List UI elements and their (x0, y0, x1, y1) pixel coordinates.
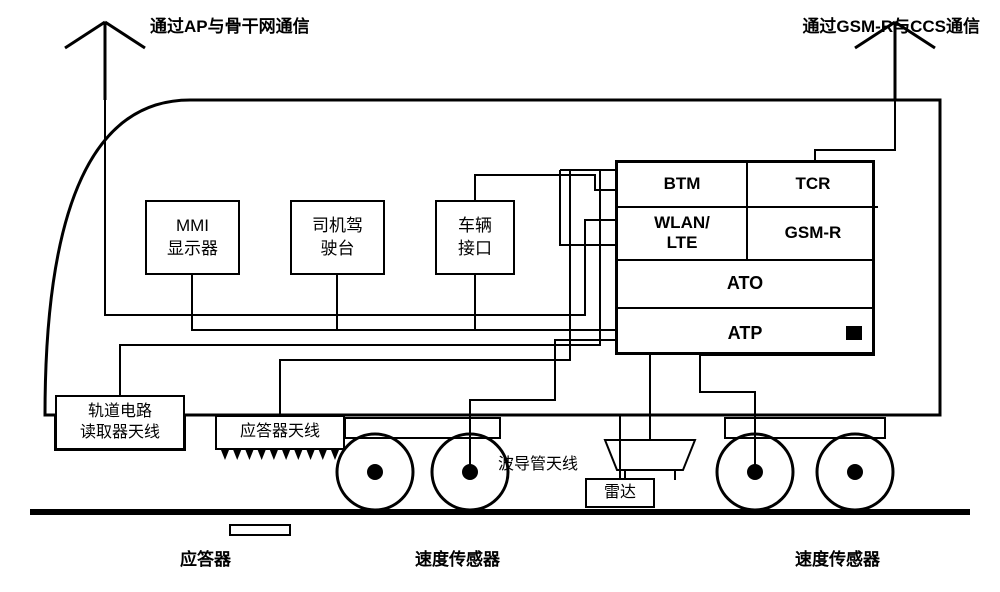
driver-line1: 司机驾 (312, 215, 363, 237)
rack-cell-gsmr: GSM-R (748, 206, 878, 259)
mmi-line1: MMI (176, 215, 209, 237)
rack-cell-atp: ATP (618, 307, 872, 358)
track-reader-line2: 读取器天线 (80, 423, 160, 444)
ground-speed1-label: 速度传感器 (415, 545, 500, 570)
rack-cell-ato: ATO (618, 259, 872, 308)
radar-box: 雷达 (585, 478, 655, 508)
mmi-box: MMI 显示器 (145, 200, 240, 275)
track-reader-line1: 轨道电路 (88, 402, 152, 423)
mmi-line2: 显示器 (167, 238, 218, 260)
vehicle-line2: 接口 (458, 238, 492, 260)
waveguide-label: 波导管天线 (498, 450, 578, 474)
track-reader-box: 轨道电路 读取器天线 (55, 395, 185, 450)
atp-marker (846, 326, 862, 340)
vehicle-line1: 车辆 (458, 215, 492, 237)
equipment-rack: BTMTCRWLAN/ LTEGSM-RATOATP (615, 160, 875, 355)
rack-cell-wlanlte: WLAN/ LTE (618, 206, 748, 259)
driver-box: 司机驾 驶台 (290, 200, 385, 275)
driver-line2: 驶台 (321, 238, 355, 260)
rack-cell-btm: BTM (618, 163, 748, 206)
ground-transponder-label: 应答器 (180, 545, 231, 570)
rack-cell-tcr: TCR (748, 163, 878, 206)
ground-speed2-label: 速度传感器 (795, 545, 880, 570)
diagram-canvas: 通过AP与骨干网通信 通过GSM-R与CCS通信 MMI 显示器 司机驾 驶台 … (0, 0, 1000, 592)
vehicle-box: 车辆 接口 (435, 200, 515, 275)
transponder-antenna-text: 应答器天线 (240, 422, 320, 443)
transponder-antenna-box: 应答器天线 (215, 415, 345, 450)
radar-text: 雷达 (604, 483, 636, 504)
